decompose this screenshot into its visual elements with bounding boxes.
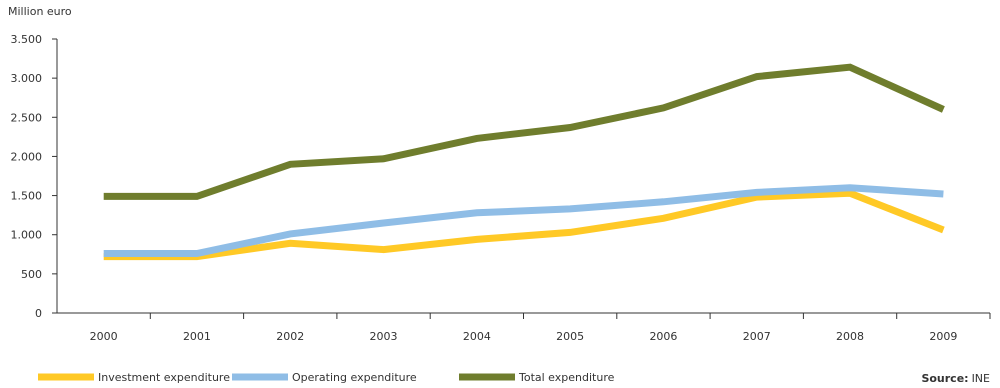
x-tick-label: 2001 [183,330,211,343]
y-tick-label: 0 [35,307,42,320]
x-tick-label: 2002 [276,330,304,343]
x-tick-label: 2003 [370,330,398,343]
x-tick-label: 2005 [556,330,584,343]
x-tick-label: 2006 [649,330,677,343]
x-tick-label: 2009 [929,330,957,343]
source-value: INE [972,372,990,385]
source-note: Source: INE [921,372,990,385]
y-tick-label: 500 [21,268,42,281]
x-tick-label: 2000 [90,330,118,343]
y-tick-label: 2.000 [11,150,43,163]
legend-label-investment-expenditure: Investment expenditure [98,371,230,384]
x-tick-label: 2007 [743,330,771,343]
x-tick-label: 2004 [463,330,491,343]
x-tick-label: 2008 [836,330,864,343]
y-tick-label: 1.000 [11,229,43,242]
y-tick-label: 3.000 [11,72,43,85]
series-line-investment-expenditure [103,189,945,261]
y-tick-label: 2.500 [11,111,43,124]
legend-label-operating-expenditure: Operating expenditure [292,371,417,384]
source-label: Source: [921,372,968,385]
y-axis-title: Million euro [8,5,72,18]
y-tick-label: 1.500 [11,190,43,203]
legend-label-total-expenditure: Total expenditure [518,371,615,384]
series-line-total-expenditure [103,63,945,200]
y-tick-label: 3.500 [11,33,43,46]
series-line-operating-expenditure [103,184,944,257]
